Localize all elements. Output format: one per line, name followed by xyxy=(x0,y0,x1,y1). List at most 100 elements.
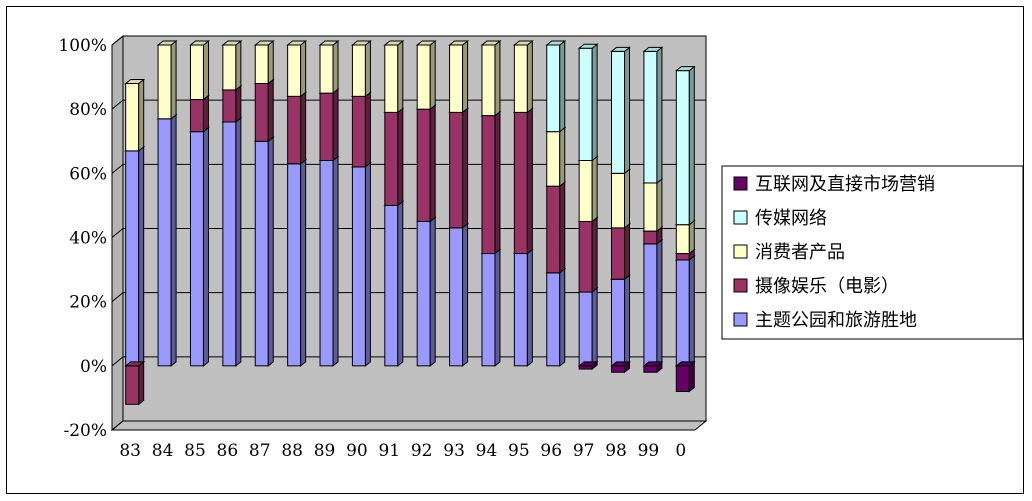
bar-segment xyxy=(642,238,664,367)
bar-side xyxy=(235,84,242,124)
bar-segment xyxy=(642,177,664,233)
bar-segment xyxy=(318,155,340,367)
bar-front xyxy=(319,160,334,367)
legend-swatch xyxy=(733,312,748,327)
bar-front xyxy=(254,140,269,367)
y-tick-label: 20% xyxy=(69,293,107,313)
bar-side xyxy=(364,91,371,168)
bar-side xyxy=(364,161,371,367)
legend-swatch xyxy=(733,278,748,293)
bar-side xyxy=(170,39,177,120)
bar-side xyxy=(462,222,469,367)
bar-segment xyxy=(415,104,437,223)
bar-side xyxy=(591,287,598,367)
bar-side xyxy=(202,94,209,133)
bar-top xyxy=(156,40,178,46)
bar-front xyxy=(578,291,593,367)
bar-top xyxy=(286,40,308,46)
bar-front xyxy=(125,83,140,152)
bar-side xyxy=(688,219,695,255)
bar-front xyxy=(611,172,626,229)
bar-front xyxy=(222,44,237,91)
bar-stack-84 xyxy=(156,39,178,367)
bar-segment xyxy=(415,39,437,111)
bar-front xyxy=(222,121,237,367)
gridlines xyxy=(111,35,706,431)
bar-segment xyxy=(189,39,210,101)
bar-segment xyxy=(124,145,146,367)
bar-front xyxy=(351,44,366,97)
bar-front xyxy=(513,44,528,113)
bar-side xyxy=(235,39,242,91)
bar-segment xyxy=(642,46,664,184)
bar-side xyxy=(656,177,663,233)
bar-segment xyxy=(383,39,405,114)
legend-swatch xyxy=(733,244,748,259)
bar-segment xyxy=(610,46,631,175)
bar-segment xyxy=(189,126,210,367)
bar-top xyxy=(350,40,372,46)
bar-front xyxy=(287,44,302,97)
bar-side xyxy=(494,248,501,367)
bar-front xyxy=(643,50,658,184)
bar-side xyxy=(397,39,404,114)
bar-segment xyxy=(674,254,696,367)
bar-top xyxy=(415,40,437,46)
bar-segment xyxy=(577,287,599,367)
bar-side xyxy=(235,116,242,367)
bar-segment xyxy=(415,216,437,367)
x-tick-label: 88 xyxy=(281,441,303,461)
bar-segment xyxy=(221,39,243,91)
bar-front xyxy=(611,365,626,373)
bar-side xyxy=(624,222,631,281)
bar-side xyxy=(138,78,145,152)
bar-side xyxy=(202,39,209,101)
bar-front xyxy=(513,253,528,367)
bar-segment xyxy=(610,274,631,367)
bar-stack-0 xyxy=(674,65,696,393)
bar-front xyxy=(578,220,593,293)
bar-segment xyxy=(448,222,470,367)
bar-stack-88 xyxy=(286,39,308,367)
bar-side xyxy=(267,78,274,143)
bar-top xyxy=(610,361,631,367)
bar-front xyxy=(481,115,496,255)
bar-side xyxy=(170,113,177,367)
bar-side xyxy=(202,126,209,367)
bar-side xyxy=(267,39,274,85)
bar-front xyxy=(611,50,626,174)
bar-top xyxy=(545,40,567,46)
bar-front xyxy=(611,278,626,367)
x-tick-label: 91 xyxy=(378,441,400,461)
bar-side xyxy=(138,145,145,367)
bar-front xyxy=(287,95,302,165)
bar-front xyxy=(481,253,496,367)
bar-front xyxy=(416,44,431,110)
bar-segment xyxy=(642,360,664,374)
bar-side xyxy=(429,104,436,223)
bar-segment xyxy=(577,360,599,371)
bar-segment xyxy=(350,39,372,98)
y-tick-label: 40% xyxy=(69,229,107,249)
bar-side xyxy=(559,267,566,367)
legend-label: 主题公园和旅游胜地 xyxy=(755,310,917,331)
bar-segment xyxy=(674,65,696,226)
bar-side xyxy=(526,39,533,114)
bar-side xyxy=(688,254,695,367)
bar-side xyxy=(332,88,339,162)
bar-top xyxy=(448,40,470,46)
gridline xyxy=(111,292,706,303)
bar-segment xyxy=(124,78,146,152)
bar-side xyxy=(591,155,598,223)
bar-side xyxy=(624,168,631,229)
bar-segment xyxy=(156,39,178,120)
bar-segment xyxy=(318,39,340,95)
bar-segment xyxy=(480,39,502,117)
bar-front xyxy=(675,224,690,255)
bar-front xyxy=(319,92,334,161)
bar-top xyxy=(189,40,210,46)
bar-stack-83 xyxy=(124,78,146,406)
bar-front xyxy=(643,365,658,373)
bar-segment xyxy=(124,360,146,406)
bar-stack-92 xyxy=(415,39,437,367)
